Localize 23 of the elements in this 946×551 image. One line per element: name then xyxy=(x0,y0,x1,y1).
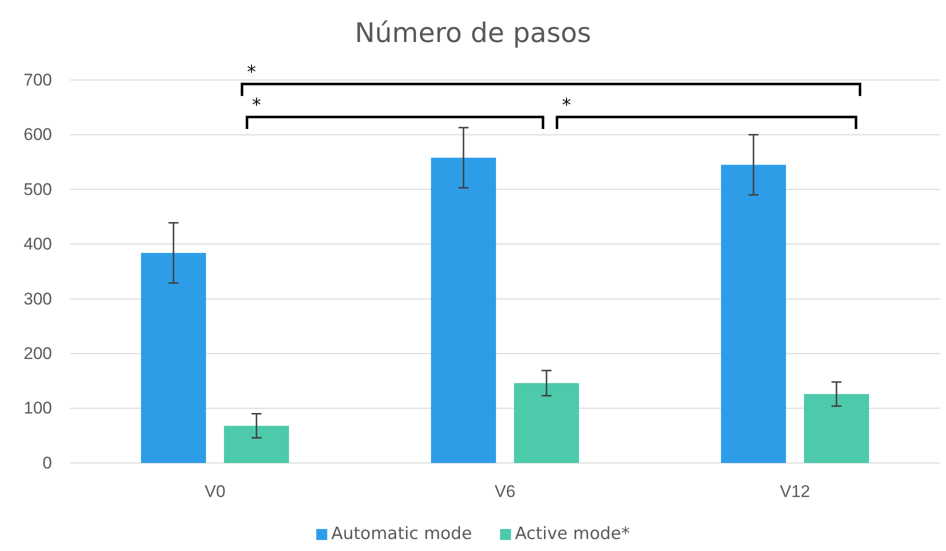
annotation: * xyxy=(562,95,571,116)
y-tick-label: 700 xyxy=(24,70,52,90)
bar xyxy=(804,394,869,463)
y-tick-label: 0 xyxy=(42,453,52,472)
x-tick-label: V6 xyxy=(494,482,516,502)
y-tick-label: 500 xyxy=(24,180,52,199)
bar xyxy=(224,426,289,463)
bar xyxy=(431,158,496,463)
legend-label: Automatic mode xyxy=(331,524,472,544)
x-tick-label: V12 xyxy=(780,482,810,502)
y-tick-label: 400 xyxy=(24,234,52,254)
chart-title: Número de pasos xyxy=(354,18,592,49)
y-tick-label: 100 xyxy=(24,398,52,418)
bar xyxy=(141,252,206,463)
annotation: * xyxy=(247,62,256,83)
legend-label: Active mode* xyxy=(515,524,630,544)
x-tick-label: V0 xyxy=(204,482,226,502)
y-tick-label: 300 xyxy=(24,289,52,308)
y-tick-label: 200 xyxy=(24,344,52,364)
bar xyxy=(514,383,579,463)
y-tick-label: 600 xyxy=(24,125,52,144)
annotation: * xyxy=(252,95,261,116)
bar xyxy=(721,164,786,463)
